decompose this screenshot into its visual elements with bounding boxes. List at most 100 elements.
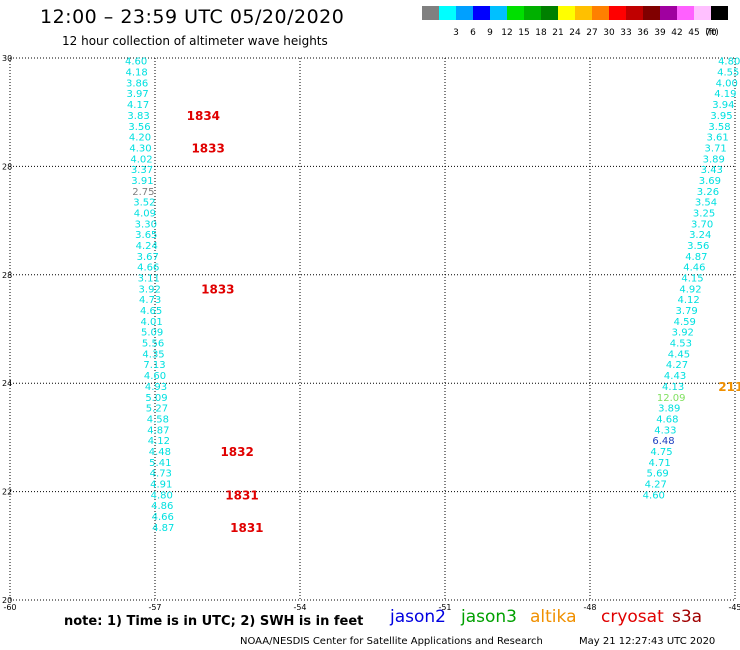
wave-height-value: 3.89 — [703, 154, 725, 165]
wave-height-value: 3.71 — [705, 143, 727, 154]
wave-height-value: 4.13 — [662, 382, 684, 393]
page-title: 12:00 – 23:59 UTC 05/20/2020 — [40, 6, 345, 28]
colorbar-swatch — [592, 6, 609, 20]
credit-text: NOAA/NESDIS Center for Satellite Applica… — [240, 636, 543, 647]
mission-jason2: jason2 — [390, 607, 446, 627]
pass-time-label: 1831 — [230, 521, 263, 535]
colorbar-tick-label: 30 — [603, 28, 615, 38]
colorbar-tick-label: 21 — [552, 28, 563, 38]
wave-height-value: 3.54 — [695, 198, 717, 209]
wave-height-value: 4.60 — [125, 57, 147, 68]
pass-time-label: 1831 — [225, 488, 258, 502]
colorbar-swatch — [456, 6, 473, 20]
wave-height-value: 4.73 — [139, 295, 161, 306]
wave-height-value: 3.79 — [676, 306, 698, 317]
colorbar-tick-label: 45 — [688, 28, 699, 38]
wave-height-value: 4.12 — [148, 436, 170, 447]
wave-height-value: 3.89 — [658, 404, 680, 415]
wave-height-value: 4.43 — [664, 371, 686, 382]
wave-height-value: 7.13 — [143, 360, 165, 371]
wave-height-value: 4.65 — [140, 306, 162, 317]
generated-timestamp: May 21 12:27:43 UTC 2020 — [579, 636, 716, 647]
pass-time-label: 1832 — [220, 445, 253, 459]
mission-cryosat: cryosat — [601, 607, 664, 627]
wave-height-value: 4.93 — [145, 382, 167, 393]
pass-time-label: 1834 — [187, 109, 220, 123]
lon-tick-label: -51 — [438, 603, 451, 612]
wave-height-value: 4.87 — [685, 252, 707, 263]
wave-height-value: 4.00 — [716, 78, 738, 89]
colorbar-swatch — [643, 6, 660, 20]
lat-tick-label: 24 — [2, 379, 12, 388]
wave-height-value: 4.27 — [666, 360, 688, 371]
mission-s3a: s3a — [672, 607, 703, 627]
colorbar-swatch — [558, 6, 575, 20]
wave-height-value: 4.15 — [681, 274, 703, 285]
wave-height-value: 4.86 — [151, 501, 173, 512]
wave-height-value: 3.30 — [135, 219, 157, 230]
colorbar-tick-label: 18 — [535, 28, 547, 38]
colorbar-tick-label: 12 — [501, 28, 512, 38]
wave-height-value: 3.69 — [699, 176, 721, 187]
colorbar-swatch — [524, 6, 541, 20]
colorbar-swatch — [490, 6, 507, 20]
wave-height-value: 4.02 — [130, 154, 152, 165]
wave-height-value: 4.19 — [714, 89, 736, 100]
colorbar-swatch — [473, 6, 490, 20]
wave-height-value: 4.35 — [142, 349, 164, 360]
wave-height-value: 3.92 — [672, 328, 694, 339]
wave-height-value: 3.86 — [126, 78, 148, 89]
wave-height-value: 3.97 — [126, 89, 148, 100]
wave-height-value: 3.95 — [710, 111, 732, 122]
colorbar-tick-label: 42 — [671, 28, 682, 38]
colorbar-tick-label: 24 — [569, 28, 581, 38]
wave-height-value: 4.60 — [643, 490, 665, 501]
pass-time-label: 2119 — [718, 380, 740, 394]
colorbar-swatch — [541, 6, 558, 20]
wave-height-value: 4.33 — [654, 425, 676, 436]
wave-height-value: 2.75 — [132, 187, 154, 198]
lat-tick-label: 22 — [2, 488, 12, 497]
mission-altika: altika — [530, 607, 577, 627]
wave-height-value: 5.69 — [647, 469, 669, 480]
wave-height-value: 4.12 — [677, 295, 699, 306]
wave-height-value: 3.65 — [135, 230, 157, 241]
wave-height-value: 3.26 — [697, 187, 719, 198]
pass-time-label: 1833 — [201, 282, 234, 296]
colorbar-swatch — [694, 6, 711, 20]
units-note: note: 1) Time is in UTC; 2) SWH is in fe… — [64, 614, 364, 629]
wave-height-value: 6.48 — [652, 436, 674, 447]
lon-tick-label: -57 — [148, 603, 161, 612]
wave-height-value: 3.67 — [137, 252, 159, 263]
wave-height-value: 4.75 — [650, 447, 672, 458]
colorbar-tick-label: 9 — [487, 28, 493, 38]
wave-height-value: 5.41 — [149, 458, 171, 469]
wave-height-value: 3.24 — [689, 230, 711, 241]
lat-tick-label: 28 — [2, 271, 12, 280]
wave-height-value: 4.48 — [149, 447, 171, 458]
wave-height-value: 3.83 — [127, 111, 149, 122]
wave-height-value: 4.17 — [127, 100, 149, 111]
colorbar: 3 6 9 12 15 18 21 24 27 30 33 36 39 42 45 70(ft) — [422, 6, 728, 38]
wave-height-value: 4.24 — [136, 241, 158, 252]
wave-height-value: 3.56 — [687, 241, 709, 252]
wave-height-value: 3.37 — [131, 165, 153, 176]
colorbar-tick-label: 6 — [470, 28, 476, 38]
wave-height-value: 4.91 — [150, 479, 172, 490]
wave-height-value: 4.80 — [151, 490, 173, 501]
wave-height-value: 3.56 — [128, 122, 150, 133]
wave-height-value: 3.94 — [712, 100, 734, 111]
mission-jason3: jason3 — [461, 607, 517, 627]
colorbar-tick-label: 3 — [453, 28, 459, 38]
wave-height-value: 4.87 — [147, 425, 169, 436]
colorbar-unit: (ft) — [705, 28, 719, 38]
page-subtitle: 12 hour collection of altimeter wave hei… — [62, 34, 328, 48]
wave-height-value: 4.73 — [150, 469, 172, 480]
colorbar-tick-label: 39 — [654, 28, 666, 38]
colorbar-swatch — [507, 6, 524, 20]
wave-height-value: 4.68 — [656, 414, 678, 425]
lon-tick-label: -48 — [583, 603, 596, 612]
lon-tick-label: -54 — [293, 603, 306, 612]
colorbar-tick-label: 15 — [518, 28, 529, 38]
